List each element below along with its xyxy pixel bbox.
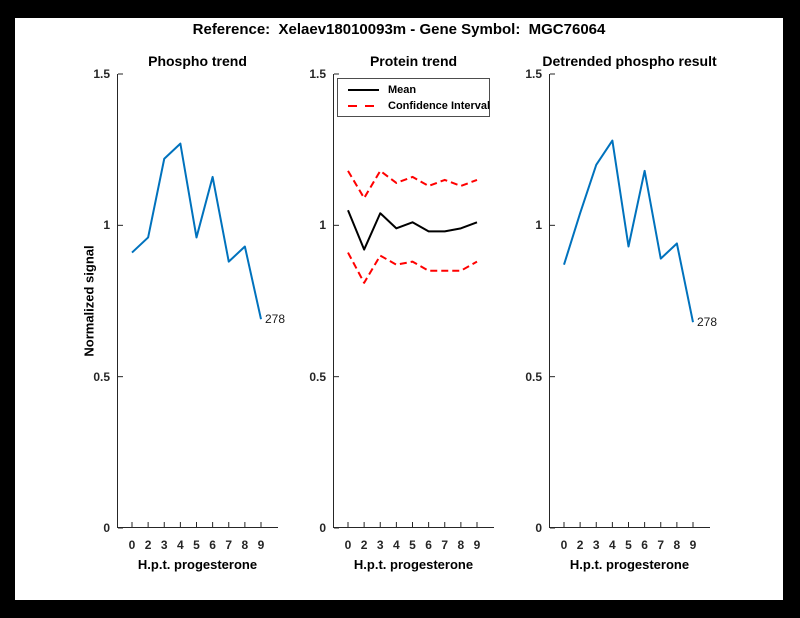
x-tick-label: 8 [457, 538, 465, 552]
phospho-trend-plot [117, 73, 278, 529]
x-tick-label: 5 [625, 538, 632, 552]
x-tick-label: 9 [689, 538, 697, 552]
x-tick-label: 5 [409, 538, 416, 552]
x-tick-label: 8 [673, 538, 681, 552]
x-axis-label: H.p.t. progesterone [569, 557, 690, 572]
x-tick-label: 2 [144, 538, 152, 552]
x-tick-label: 9 [473, 538, 481, 552]
x-tick-label: 6 [209, 538, 216, 552]
legend: Mean Confidence Interval [337, 78, 490, 117]
x-tick-label: 2 [360, 538, 368, 552]
x-tick-label: 0 [128, 538, 136, 552]
subplot-title: Detrended phospho result [542, 53, 717, 69]
x-tick-label: 0 [560, 538, 568, 552]
subplot-protein-trend: Protein trend Mean Confidence Interval H… [309, 53, 494, 572]
y-tick-label: 0.5 [525, 369, 542, 384]
figure-canvas: Reference: Xelaev18010093m - Gene Symbol… [15, 18, 783, 600]
figure-title: Reference: Xelaev18010093m - Gene Symbol… [192, 21, 606, 38]
x-tick-label: 4 [609, 538, 616, 552]
confidence-interval-line-swatch [348, 104, 379, 107]
x-tick-label: 3 [160, 538, 168, 552]
legend-label-confidence-interval: Confidence Interval [388, 99, 491, 112]
x-tick-label: 7 [225, 538, 233, 552]
y-tick-label: 1.5 [525, 67, 542, 81]
mean-line-swatch [348, 88, 379, 91]
x-tick-label: 4 [177, 538, 184, 552]
subplot-detrended-phospho: Detrended phospho result H.p.t. progeste… [525, 53, 717, 572]
y-tick-label: 0 [535, 521, 542, 535]
detrended-phospho-plot [549, 73, 710, 529]
x-axis-label: H.p.t. progesterone [137, 557, 258, 572]
y-tick-label: 1 [535, 218, 542, 233]
subplot-title: Protein trend [369, 53, 458, 69]
subplot-title: Phospho trend [148, 53, 247, 69]
x-tick-label: 9 [257, 538, 265, 552]
x-tick-label: 4 [393, 538, 400, 552]
y-tick-label: 0.5 [93, 369, 110, 384]
y-axis-label: Normalized signal [81, 245, 97, 357]
y-tick-label: 1.5 [93, 67, 110, 81]
legend-entry-mean: Mean [348, 84, 479, 96]
x-tick-label: 6 [641, 538, 648, 552]
x-tick-label: 6 [425, 538, 432, 552]
y-tick-label: 0.5 [309, 369, 326, 384]
protein-trend-plot [333, 73, 494, 529]
x-axis-label: H.p.t. progesterone [353, 557, 474, 572]
subplot-phospho-trend: Phospho trend Normalized signal H.p.t. p… [82, 53, 286, 572]
x-tick-label: 7 [657, 538, 665, 552]
x-tick-label: 0 [344, 538, 352, 552]
y-tick-label: 1 [319, 218, 326, 233]
y-tick-label: 1 [103, 218, 110, 233]
y-tick-label: 0 [103, 521, 110, 535]
endpoint-annotation: 278 [265, 312, 286, 327]
legend-label-mean: Mean [388, 83, 417, 96]
y-tick-label: 0 [319, 521, 326, 535]
endpoint-annotation: 278 [697, 315, 718, 330]
x-tick-label: 2 [576, 538, 584, 552]
x-tick-label: 7 [441, 538, 449, 552]
x-tick-label: 5 [193, 538, 200, 552]
x-tick-label: 3 [592, 538, 600, 552]
y-tick-label: 1.5 [309, 67, 326, 81]
x-tick-label: 8 [241, 538, 249, 552]
legend-entry-confidence-interval: Confidence Interval [348, 100, 490, 112]
x-tick-label: 3 [376, 538, 384, 552]
